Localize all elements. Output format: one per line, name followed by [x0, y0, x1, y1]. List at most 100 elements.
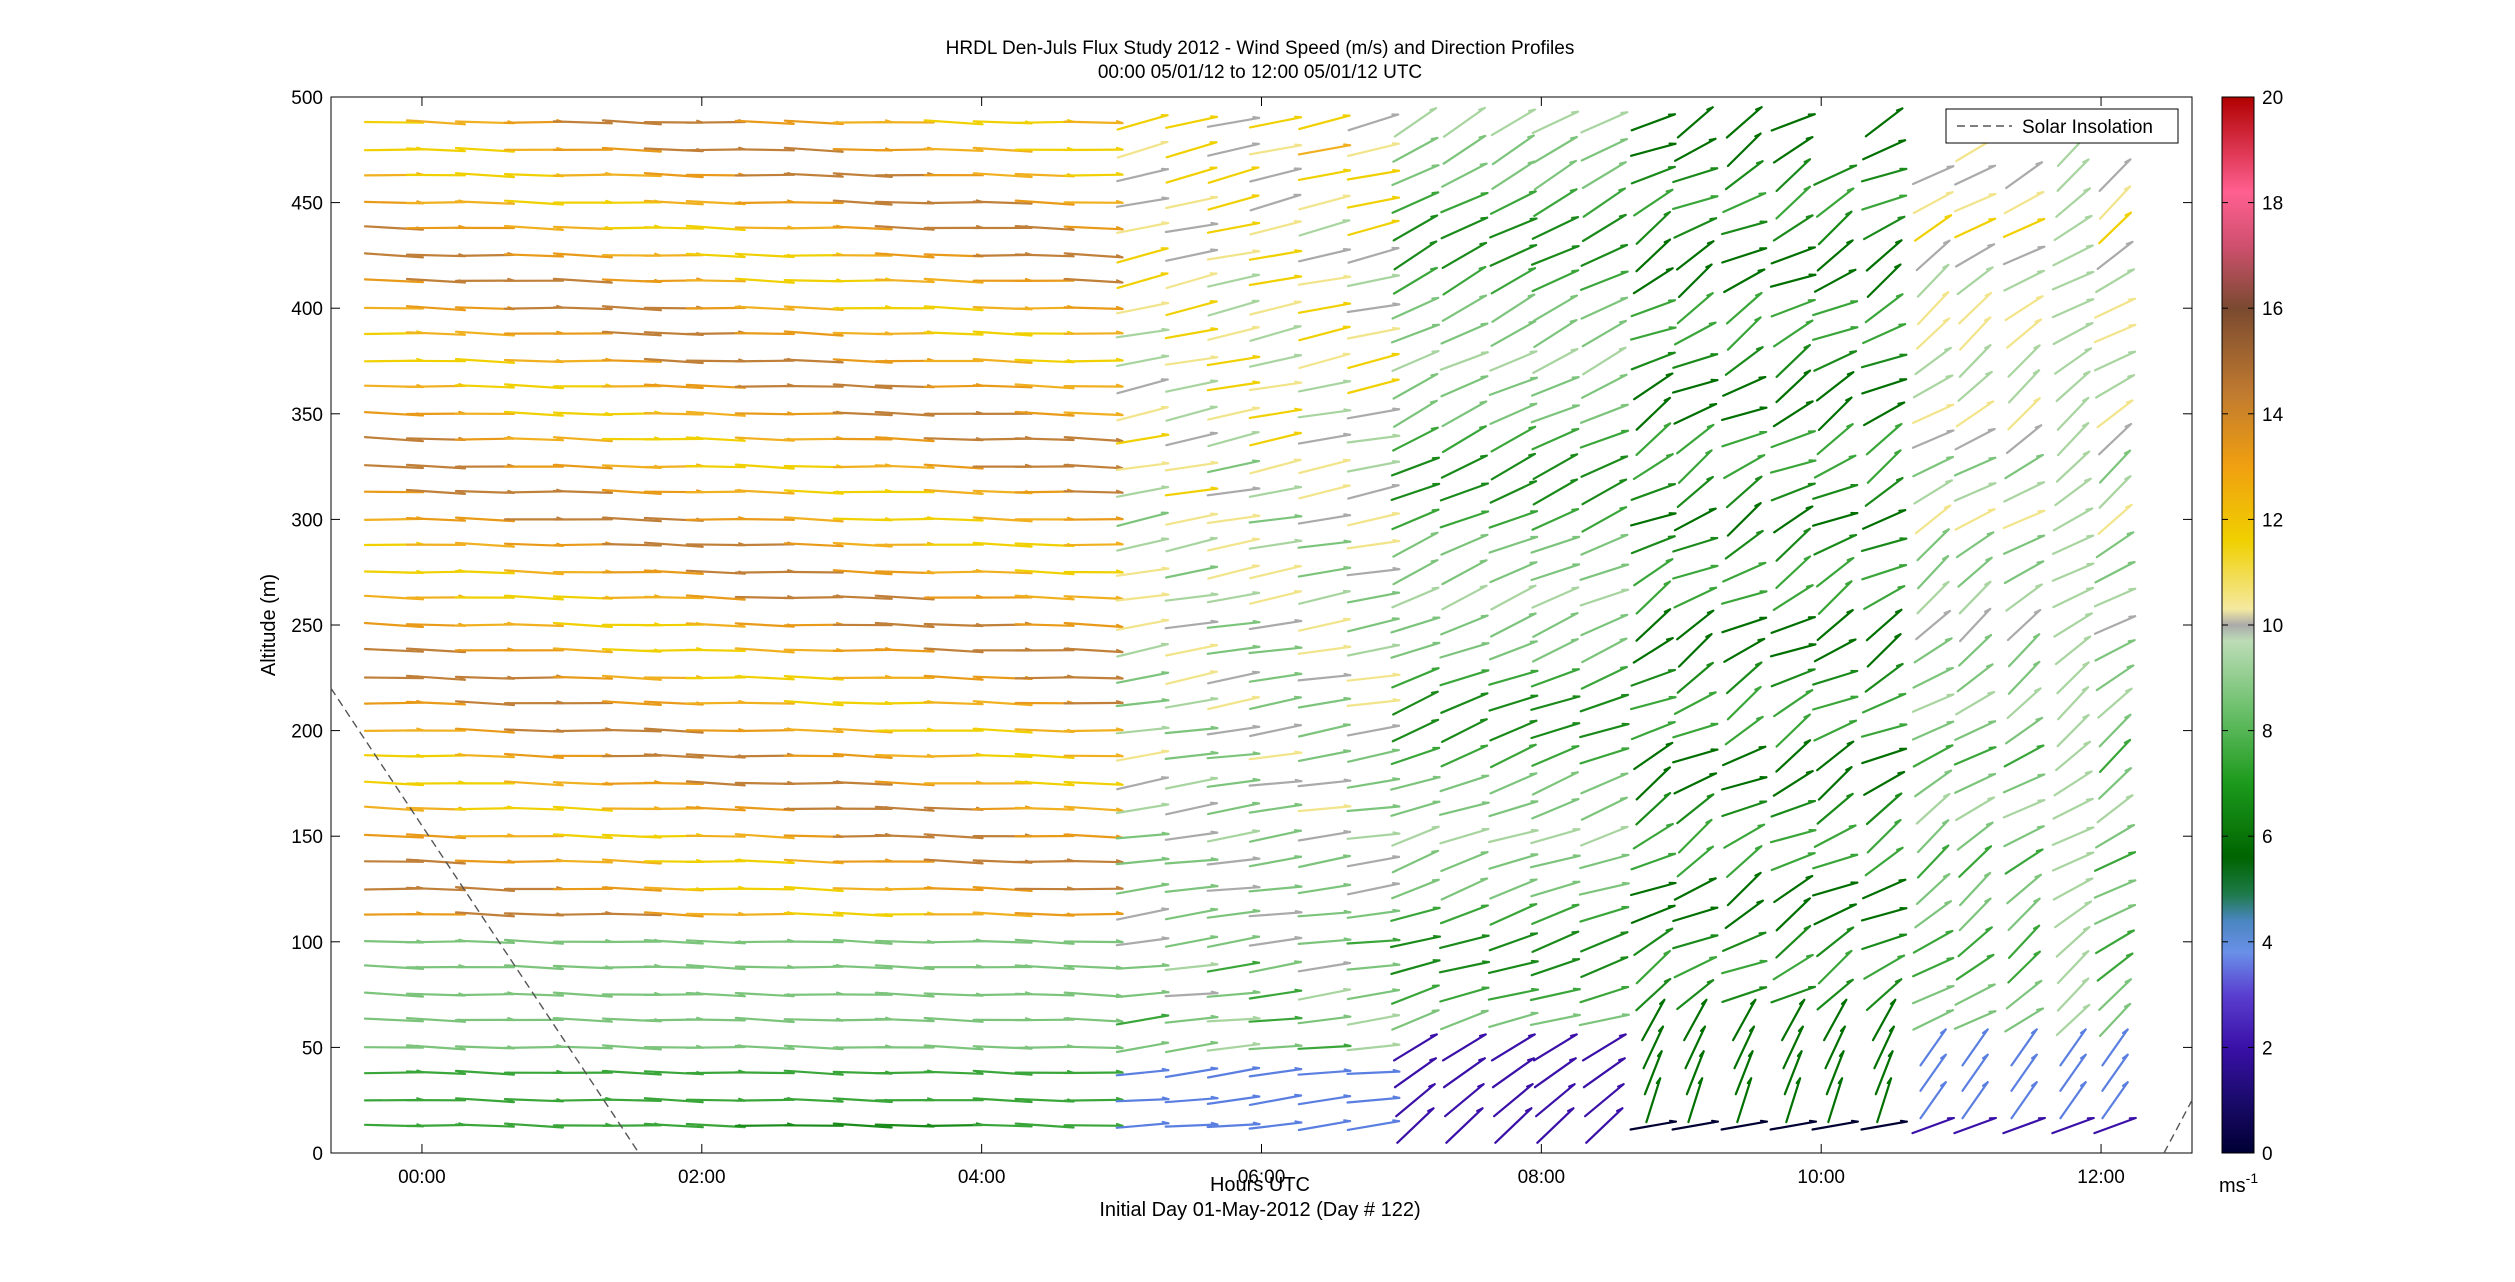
solar-insolation-segment	[2163, 1099, 2193, 1154]
wind-barb	[1297, 566, 1352, 578]
wind-barb	[1115, 196, 1170, 208]
wind-barb	[1861, 878, 1907, 900]
wind-barb	[1115, 1041, 1170, 1054]
wind-barb	[1439, 510, 1490, 529]
wind-barb	[1440, 191, 1489, 214]
wind-barb	[1392, 426, 1439, 452]
wind-barb	[2098, 978, 2132, 1012]
wind-barb	[1164, 619, 1219, 630]
wind-barb	[1249, 220, 1302, 236]
wind-barb	[1912, 455, 1955, 478]
wind-barb	[1630, 299, 1677, 318]
wind-barb	[1439, 827, 1490, 845]
wind-barb	[2095, 664, 2135, 692]
wind-barb	[1860, 907, 1908, 922]
wind-barb	[1532, 294, 1579, 322]
wind-barb	[1581, 346, 1627, 376]
wind-barb	[1912, 744, 1954, 768]
colorbar-tick-label: 16	[2262, 299, 2283, 320]
wind-barb	[1775, 158, 1812, 193]
wind-barb	[1530, 563, 1581, 582]
wind-barb	[1580, 296, 1629, 320]
wind-barb	[1490, 267, 1537, 295]
wind-barb	[1866, 449, 1902, 484]
wind-barb	[1954, 720, 1997, 742]
wind-barb	[1953, 456, 1997, 477]
wind-barb	[1958, 291, 1993, 325]
wind-barb	[1533, 319, 1578, 349]
wind-barb	[1248, 1015, 1303, 1023]
wind-barb	[2051, 1116, 2095, 1135]
wind-barb	[2097, 503, 2133, 536]
wind-barb	[2004, 1007, 2045, 1033]
wind-barb	[2002, 1116, 2046, 1135]
y-axis-ticks: 0 50 100 150 200 250 300 350 400 450 500	[291, 88, 2192, 1165]
wind-barb	[2093, 587, 2137, 608]
wind-barb	[1812, 300, 1859, 317]
wind-barb	[1297, 143, 1352, 156]
wind-barb	[1912, 191, 1954, 215]
colorbar-tick-label: 6	[2262, 827, 2273, 848]
wind-barb	[1633, 927, 1674, 957]
wind-barb	[2098, 475, 2132, 509]
wind-barb	[1813, 268, 1857, 293]
wind-barb	[2056, 158, 2090, 192]
wind-barb	[1346, 804, 1401, 813]
wind-barb	[1684, 1025, 1707, 1070]
wind-barb	[1439, 904, 1489, 925]
wind-barb	[1390, 800, 1441, 817]
wind-barb	[1578, 881, 1630, 896]
wind-barb	[1736, 1077, 1753, 1124]
wind-barb	[1115, 831, 1170, 840]
wind-barb	[1673, 955, 1718, 979]
wind-barb	[1248, 538, 1303, 550]
wind-barb	[1816, 926, 1855, 958]
wind-barb	[2055, 740, 2091, 772]
wind-barb	[2098, 449, 2132, 484]
wind-barb	[1489, 244, 1538, 267]
wind-barb	[1206, 724, 1261, 736]
wind-barb	[2097, 687, 2133, 719]
wind-barb	[2094, 350, 2137, 372]
wind-barb	[1063, 436, 1124, 443]
wind-barb	[1346, 882, 1401, 896]
wind-barb	[1297, 274, 1352, 286]
wind-barb	[1297, 1119, 1352, 1132]
wind-barb	[1206, 1094, 1261, 1106]
wind-barb	[1724, 899, 1764, 930]
wind-barb	[1863, 954, 1906, 980]
wind-barb	[1635, 580, 1672, 615]
wind-barb	[1014, 225, 1075, 231]
wind-barb	[1440, 216, 1489, 240]
colorbar-tick-label: 14	[2262, 405, 2284, 426]
wind-barb	[1916, 580, 1950, 615]
colorbar-unit-label: ms-1	[2219, 1170, 2258, 1197]
colorbar-tick-label: 20	[2262, 88, 2283, 109]
wind-barb	[1914, 769, 1953, 798]
wind-barb	[2094, 903, 2137, 925]
wind-barb	[1392, 559, 1439, 586]
wind-barb	[1672, 906, 1719, 923]
wind-barb	[1782, 1025, 1805, 1070]
wind-barb	[1676, 475, 1714, 508]
wind-barb	[1063, 595, 1124, 601]
wind-barb	[1063, 1045, 1124, 1050]
wind-barb	[1206, 829, 1261, 843]
wind-barb	[1391, 164, 1440, 187]
wind-barb	[2055, 370, 2091, 403]
wind-barb	[1115, 592, 1170, 602]
wind-barb	[1775, 527, 1811, 562]
wind-barb	[1206, 990, 1261, 998]
wind-barb	[2003, 560, 2045, 585]
wind-barb	[1672, 564, 1719, 580]
wind-barb	[1916, 263, 1950, 298]
wind-barb	[1955, 690, 1996, 716]
wind-barb	[1815, 371, 1855, 402]
y-tick-label: 150	[291, 827, 323, 848]
wind-barb	[2098, 211, 2132, 245]
wind-barb	[1579, 825, 1629, 847]
wind-barb	[2004, 453, 2044, 480]
wind-barb	[1487, 959, 1539, 975]
wind-barb	[1248, 249, 1303, 261]
wind-barb	[1720, 1119, 1769, 1131]
